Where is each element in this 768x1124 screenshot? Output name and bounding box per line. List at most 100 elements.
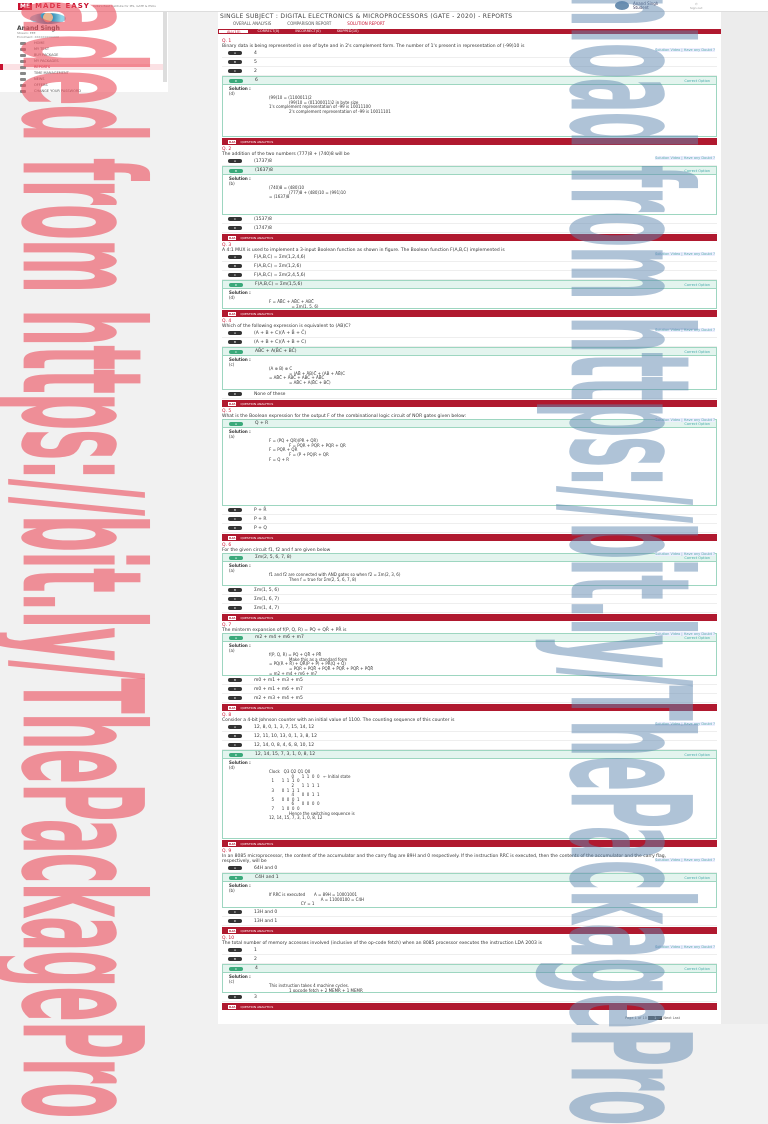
option-text: None of these — [254, 391, 286, 397]
sidebar-item-time-management[interactable]: TIME MANAGEMENT — [0, 70, 165, 76]
option-text: Σm(1, 4, 7) — [254, 605, 280, 611]
sidebar-item-offers[interactable]: OFFERS — [0, 82, 165, 88]
sidebar-item-buy-package[interactable]: BUY PACKAGE — [0, 52, 165, 58]
option-row[interactable]: D 13H and 1 — [222, 917, 717, 926]
option-label-c: C — [228, 910, 242, 914]
question-block: Q. 6 For the given circuit f1, f2 and f a… — [218, 541, 721, 621]
option-row[interactable]: B Σm(1, 5, 6) — [222, 586, 717, 595]
user-menu[interactable]: Anand Singh Student — [615, 1, 658, 10]
solution-video-link[interactable]: Solution Video | Have any Doubt ? — [655, 418, 715, 422]
question-analytics-bar[interactable]: ILIA QUESTION ANALYTICS — [222, 234, 717, 241]
question-analytics-bar[interactable]: ILIA QUESTION ANALYTICS — [222, 400, 717, 407]
option-label-c: C — [228, 69, 242, 73]
question-analytics-bar[interactable]: ILIA QUESTION ANALYTICS — [222, 614, 717, 621]
filter-tab[interactable]: ALL(10) — [218, 29, 250, 34]
solution-video-link[interactable]: Solution Video | Have any Doubt ? — [655, 552, 715, 556]
tab-solution-report[interactable]: SOLUTION REPORT — [347, 21, 385, 26]
option-label-d: D — [228, 226, 242, 230]
solution-video-link[interactable]: Solution Video | Have any Doubt ? — [655, 858, 715, 862]
sidebar-scrollbar[interactable] — [163, 12, 167, 82]
option-row[interactable]: A Q + R Correct Option — [222, 419, 717, 428]
sidebar-item-label: HOME — [34, 41, 45, 45]
page-last[interactable]: Last — [672, 1016, 680, 1020]
solution-video-link[interactable]: Solution Video | Have any Doubt ? — [655, 252, 715, 256]
option-row[interactable]: C (1537)8 — [222, 215, 717, 224]
solution-video-link[interactable]: Solution Video | Have any Doubt ? — [655, 722, 715, 726]
option-row[interactable]: C 4 Correct Option — [222, 964, 717, 973]
option-row[interactable]: C AB̄C + A(B̄C + BC̄) Correct Option — [222, 347, 717, 356]
option-row[interactable]: D 12, 14, 15, 7, 3, 1, 0, 8, 12 Correct Op… — [222, 750, 717, 759]
solution-video-link[interactable]: Solution Video | Have any Doubt ? — [655, 632, 715, 636]
option-row[interactable]: B C4H and 1 Correct Option — [222, 873, 717, 882]
question-analytics-bar[interactable]: ILIA QUESTION ANALYTICS — [222, 927, 717, 934]
solution-video-link[interactable]: Solution Video | Have any Doubt ? — [655, 156, 715, 160]
option-text: F(A,B,C) = Σm(1,5,6) — [255, 282, 303, 287]
option-row[interactable]: B F(A,B,C) = Σm(1,2,6) — [222, 262, 717, 271]
question-analytics-bar[interactable]: ILIA QUESTION ANALYTICS — [222, 1003, 717, 1010]
option-row[interactable]: D F(A,B,C) = Σm(1,5,6) Correct Option — [222, 280, 717, 289]
sidebar-item-change-your-password[interactable]: CHANGE YOUR PASSWORD — [0, 88, 165, 94]
profile-photo — [30, 13, 66, 24]
solution-video-link[interactable]: Solution Video | Have any Doubt ? — [655, 328, 715, 332]
option-text: C4H and 1 — [255, 875, 279, 880]
sidebar-item-news[interactable]: NEWS — [0, 76, 165, 82]
option-row[interactable]: D P + Q — [222, 524, 717, 533]
option-row[interactable]: D None of these — [222, 390, 717, 399]
option-row[interactable]: B (1637)8 Correct Option — [222, 166, 717, 175]
solution-video-link[interactable]: Solution Video | Have any Doubt ? — [655, 48, 715, 52]
made-easy-logo[interactable]: ME MADE EASY India's Best Institute for … — [18, 2, 156, 10]
question-analytics-bar[interactable]: ILIA QUESTION ANALYTICS — [222, 704, 717, 711]
option-row[interactable]: B 12, 11, 10, 13, 0, 1, 3, 8, 12 — [222, 732, 717, 741]
sign-out-button[interactable]: ⏻ Sign out — [690, 2, 703, 10]
option-row[interactable]: A 12, 8, 0, 1, 3, 7, 15, 14, 12 — [222, 723, 717, 732]
watermark-left: aded from https://bit.ly/ThePackagePro — [0, 0, 174, 1118]
option-row[interactable]: C P + R — [222, 515, 717, 524]
question-analytics-bar[interactable]: ILIA QUESTION ANALYTICS — [222, 534, 717, 541]
option-row[interactable]: D 6 Correct Option — [222, 76, 717, 85]
tab-overall-analysis[interactable]: OVERALL ANALYSIS — [233, 21, 272, 26]
option-row[interactable]: A 64H and 0 — [222, 864, 717, 873]
filter-tab[interactable]: INCORRECT(0) — [295, 29, 321, 33]
option-row[interactable]: A (1737)8 — [222, 157, 717, 166]
sidebar-item-my-packages[interactable]: MY PACKAGES — [0, 58, 165, 64]
tab-comparison-report[interactable]: COMPARISON REPORT — [287, 21, 332, 26]
option-row[interactable]: A (A + B + C)(Ā + B̄ + C̄) — [222, 329, 717, 338]
solution-line: = (AB̄ + ĀB)C̄ + (AB + ĀB̄)C — [289, 370, 346, 376]
sidebar-item-label: MY PACKAGES — [34, 59, 59, 63]
question-analytics-bar[interactable]: ILIA QUESTION ANALYTICS — [222, 840, 717, 847]
option-row[interactable]: A F(A,B,C) = Σm(1,2,4,6) — [222, 253, 717, 262]
option-row[interactable]: D Σm(1, 4, 7) — [222, 604, 717, 613]
page-current[interactable]: 1 — [648, 1016, 663, 1020]
option-row[interactable]: A Σm(2, 5, 6, 7, 8) Correct Option — [222, 553, 717, 562]
solution-video-link[interactable]: Solution Video | Have any Doubt ? — [655, 945, 715, 949]
filter-tab[interactable]: CORRECT(0) — [257, 29, 280, 33]
question-text: Which of the following expression is equ… — [222, 324, 351, 329]
question-analytics-bar[interactable]: ILIA QUESTION ANALYTICS — [222, 138, 717, 145]
solution-line: F = Q + R — [269, 456, 290, 462]
option-row[interactable]: C 12, 14, 0, 8, 4, 6, 8, 10, 12 — [222, 741, 717, 750]
question-analytics-bar[interactable]: ILIA QUESTION ANALYTICS — [222, 310, 717, 317]
option-row[interactable]: C F(A,B,C) = Σm(2,4,5,6) — [222, 271, 717, 280]
analytics-icon: ILIA — [228, 139, 237, 144]
sidebar-item-reports[interactable]: REPORTS — [0, 64, 165, 70]
option-row[interactable]: B P + R̄ — [222, 506, 717, 515]
option-row[interactable]: D (1747)8 — [222, 224, 717, 233]
sidebar-item-my-test[interactable]: MY TEST — [0, 46, 165, 52]
option-row[interactable]: C 13H and 0 — [222, 908, 717, 917]
sidebar-item-home[interactable]: HOME — [0, 40, 165, 46]
page-next[interactable]: Next — [663, 1016, 672, 1020]
option-row[interactable]: B (A + B + C)(Ā + B + C) — [222, 338, 717, 347]
filter-tab[interactable]: SKIPPED(10) — [336, 29, 359, 33]
menu-icon — [20, 53, 26, 57]
option-row[interactable]: C Σm(1, 6, 7) — [222, 595, 717, 604]
